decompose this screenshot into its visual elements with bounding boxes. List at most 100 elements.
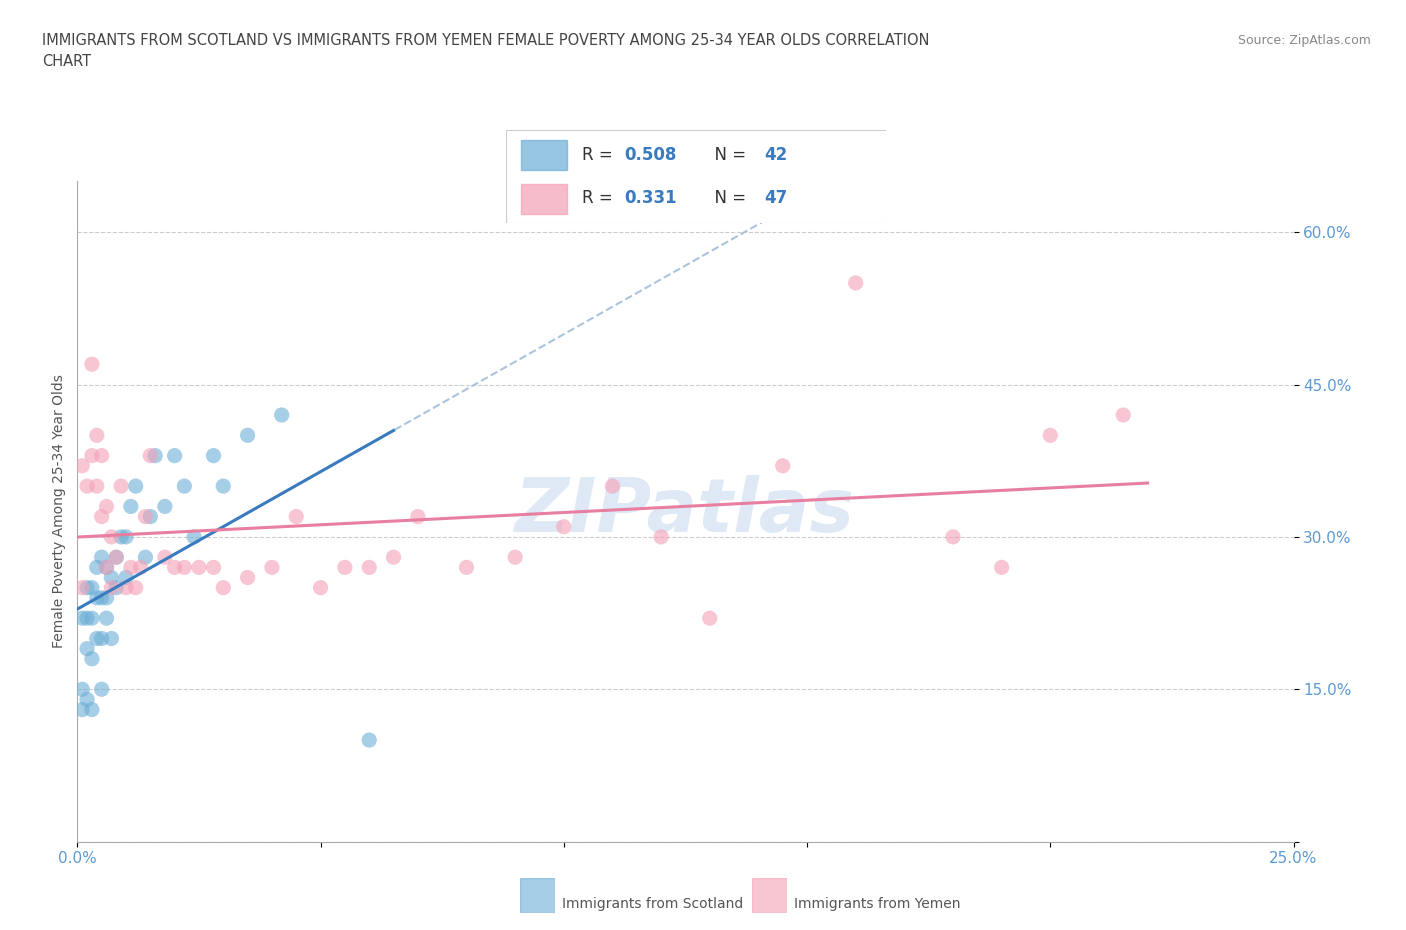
Point (90, 682, 112, 697)
Point (100, 580, 122, 595)
Text: 0.508: 0.508 (624, 146, 676, 165)
Point (772, 458, 794, 473)
Point (125, 479, 148, 494)
Point (86, 591, 108, 605)
Bar (522, 140, 567, 170)
Point (602, 479, 624, 494)
Point (650, 529, 672, 544)
Point (139, 448, 162, 463)
Point (90, 509, 112, 524)
Text: Immigrants from Yemen: Immigrants from Yemen (794, 897, 960, 911)
Point (96, 611, 118, 626)
Point (96, 499, 118, 514)
Point (80, 611, 103, 626)
Point (70, 611, 93, 626)
Point (129, 560, 152, 575)
Point (80, 651, 103, 666)
Point (236, 570, 259, 585)
Point (76, 641, 98, 656)
Point (134, 509, 156, 524)
Text: Immigrants from Scotland: Immigrants from Scotland (562, 897, 744, 911)
Point (153, 550, 176, 565)
Y-axis label: Female Poverty Among 25-34 Year Olds: Female Poverty Among 25-34 Year Olds (52, 375, 66, 648)
Point (406, 509, 429, 524)
Point (115, 580, 138, 595)
Point (359, 733, 381, 748)
Point (105, 550, 128, 565)
Point (76, 479, 98, 494)
Point (76, 692, 98, 707)
Point (70, 458, 93, 473)
Point (110, 479, 132, 494)
Point (173, 479, 195, 494)
Point (100, 570, 122, 585)
Point (70, 682, 93, 697)
Point (70, 580, 93, 595)
Point (96, 560, 118, 575)
Point (503, 550, 526, 565)
Point (90, 631, 112, 646)
Point (236, 428, 259, 443)
Text: R =: R = (582, 189, 619, 207)
Point (90, 448, 112, 463)
Point (134, 550, 156, 565)
Point (456, 560, 478, 575)
Text: 0.331: 0.331 (624, 189, 676, 207)
Point (202, 448, 225, 463)
Point (100, 631, 122, 646)
Point (80, 448, 103, 463)
Text: R =: R = (582, 146, 619, 165)
Point (553, 519, 575, 534)
Point (163, 560, 186, 575)
Text: 47: 47 (765, 189, 787, 207)
FancyBboxPatch shape (506, 130, 886, 223)
Point (86, 428, 108, 443)
Point (359, 560, 381, 575)
Point (125, 580, 148, 595)
Point (990, 560, 1012, 575)
Text: Source: ZipAtlas.com: Source: ZipAtlas.com (1237, 34, 1371, 47)
Point (70, 702, 93, 717)
Point (942, 529, 965, 544)
Point (183, 529, 205, 544)
Point (115, 529, 138, 544)
Point (173, 560, 195, 575)
Point (153, 499, 176, 514)
Point (115, 570, 138, 585)
Point (139, 509, 162, 524)
Text: ZIPatlas: ZIPatlas (516, 475, 855, 548)
Text: N =: N = (703, 189, 751, 207)
Point (163, 448, 186, 463)
Point (90, 591, 112, 605)
Point (110, 529, 132, 544)
Point (1039, 428, 1062, 443)
Point (143, 448, 166, 463)
Point (202, 560, 225, 575)
Point (76, 611, 98, 626)
Point (86, 560, 108, 575)
Point (76, 580, 98, 595)
Point (212, 479, 235, 494)
Bar (522, 184, 567, 214)
Text: CHART: CHART (42, 54, 91, 69)
Point (270, 407, 292, 422)
Point (80, 580, 103, 595)
Point (285, 509, 308, 524)
Point (96, 560, 118, 575)
Text: 42: 42 (765, 146, 787, 165)
Point (90, 550, 112, 565)
Point (1112, 407, 1135, 422)
Point (120, 499, 142, 514)
Point (333, 560, 356, 575)
Point (105, 550, 128, 565)
Point (212, 580, 235, 595)
Point (80, 357, 103, 372)
Point (260, 560, 283, 575)
Point (96, 591, 118, 605)
Point (80, 702, 103, 717)
Point (100, 529, 122, 544)
Point (188, 560, 211, 575)
Point (309, 580, 332, 595)
Point (86, 631, 108, 646)
Point (120, 560, 142, 575)
